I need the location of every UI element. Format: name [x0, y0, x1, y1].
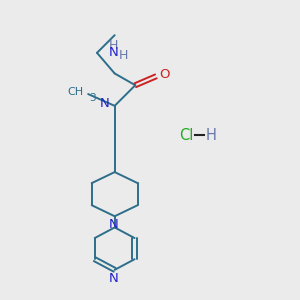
Text: H: H [119, 49, 128, 62]
Text: 3: 3 [90, 94, 96, 103]
Text: N: N [109, 218, 119, 231]
Text: O: O [159, 68, 169, 81]
Text: CH: CH [68, 87, 84, 97]
Text: Cl: Cl [179, 128, 194, 143]
Text: H: H [206, 128, 217, 143]
Text: H: H [109, 39, 118, 52]
Text: N: N [109, 46, 118, 59]
Text: N: N [109, 272, 119, 285]
Text: N: N [100, 97, 109, 110]
